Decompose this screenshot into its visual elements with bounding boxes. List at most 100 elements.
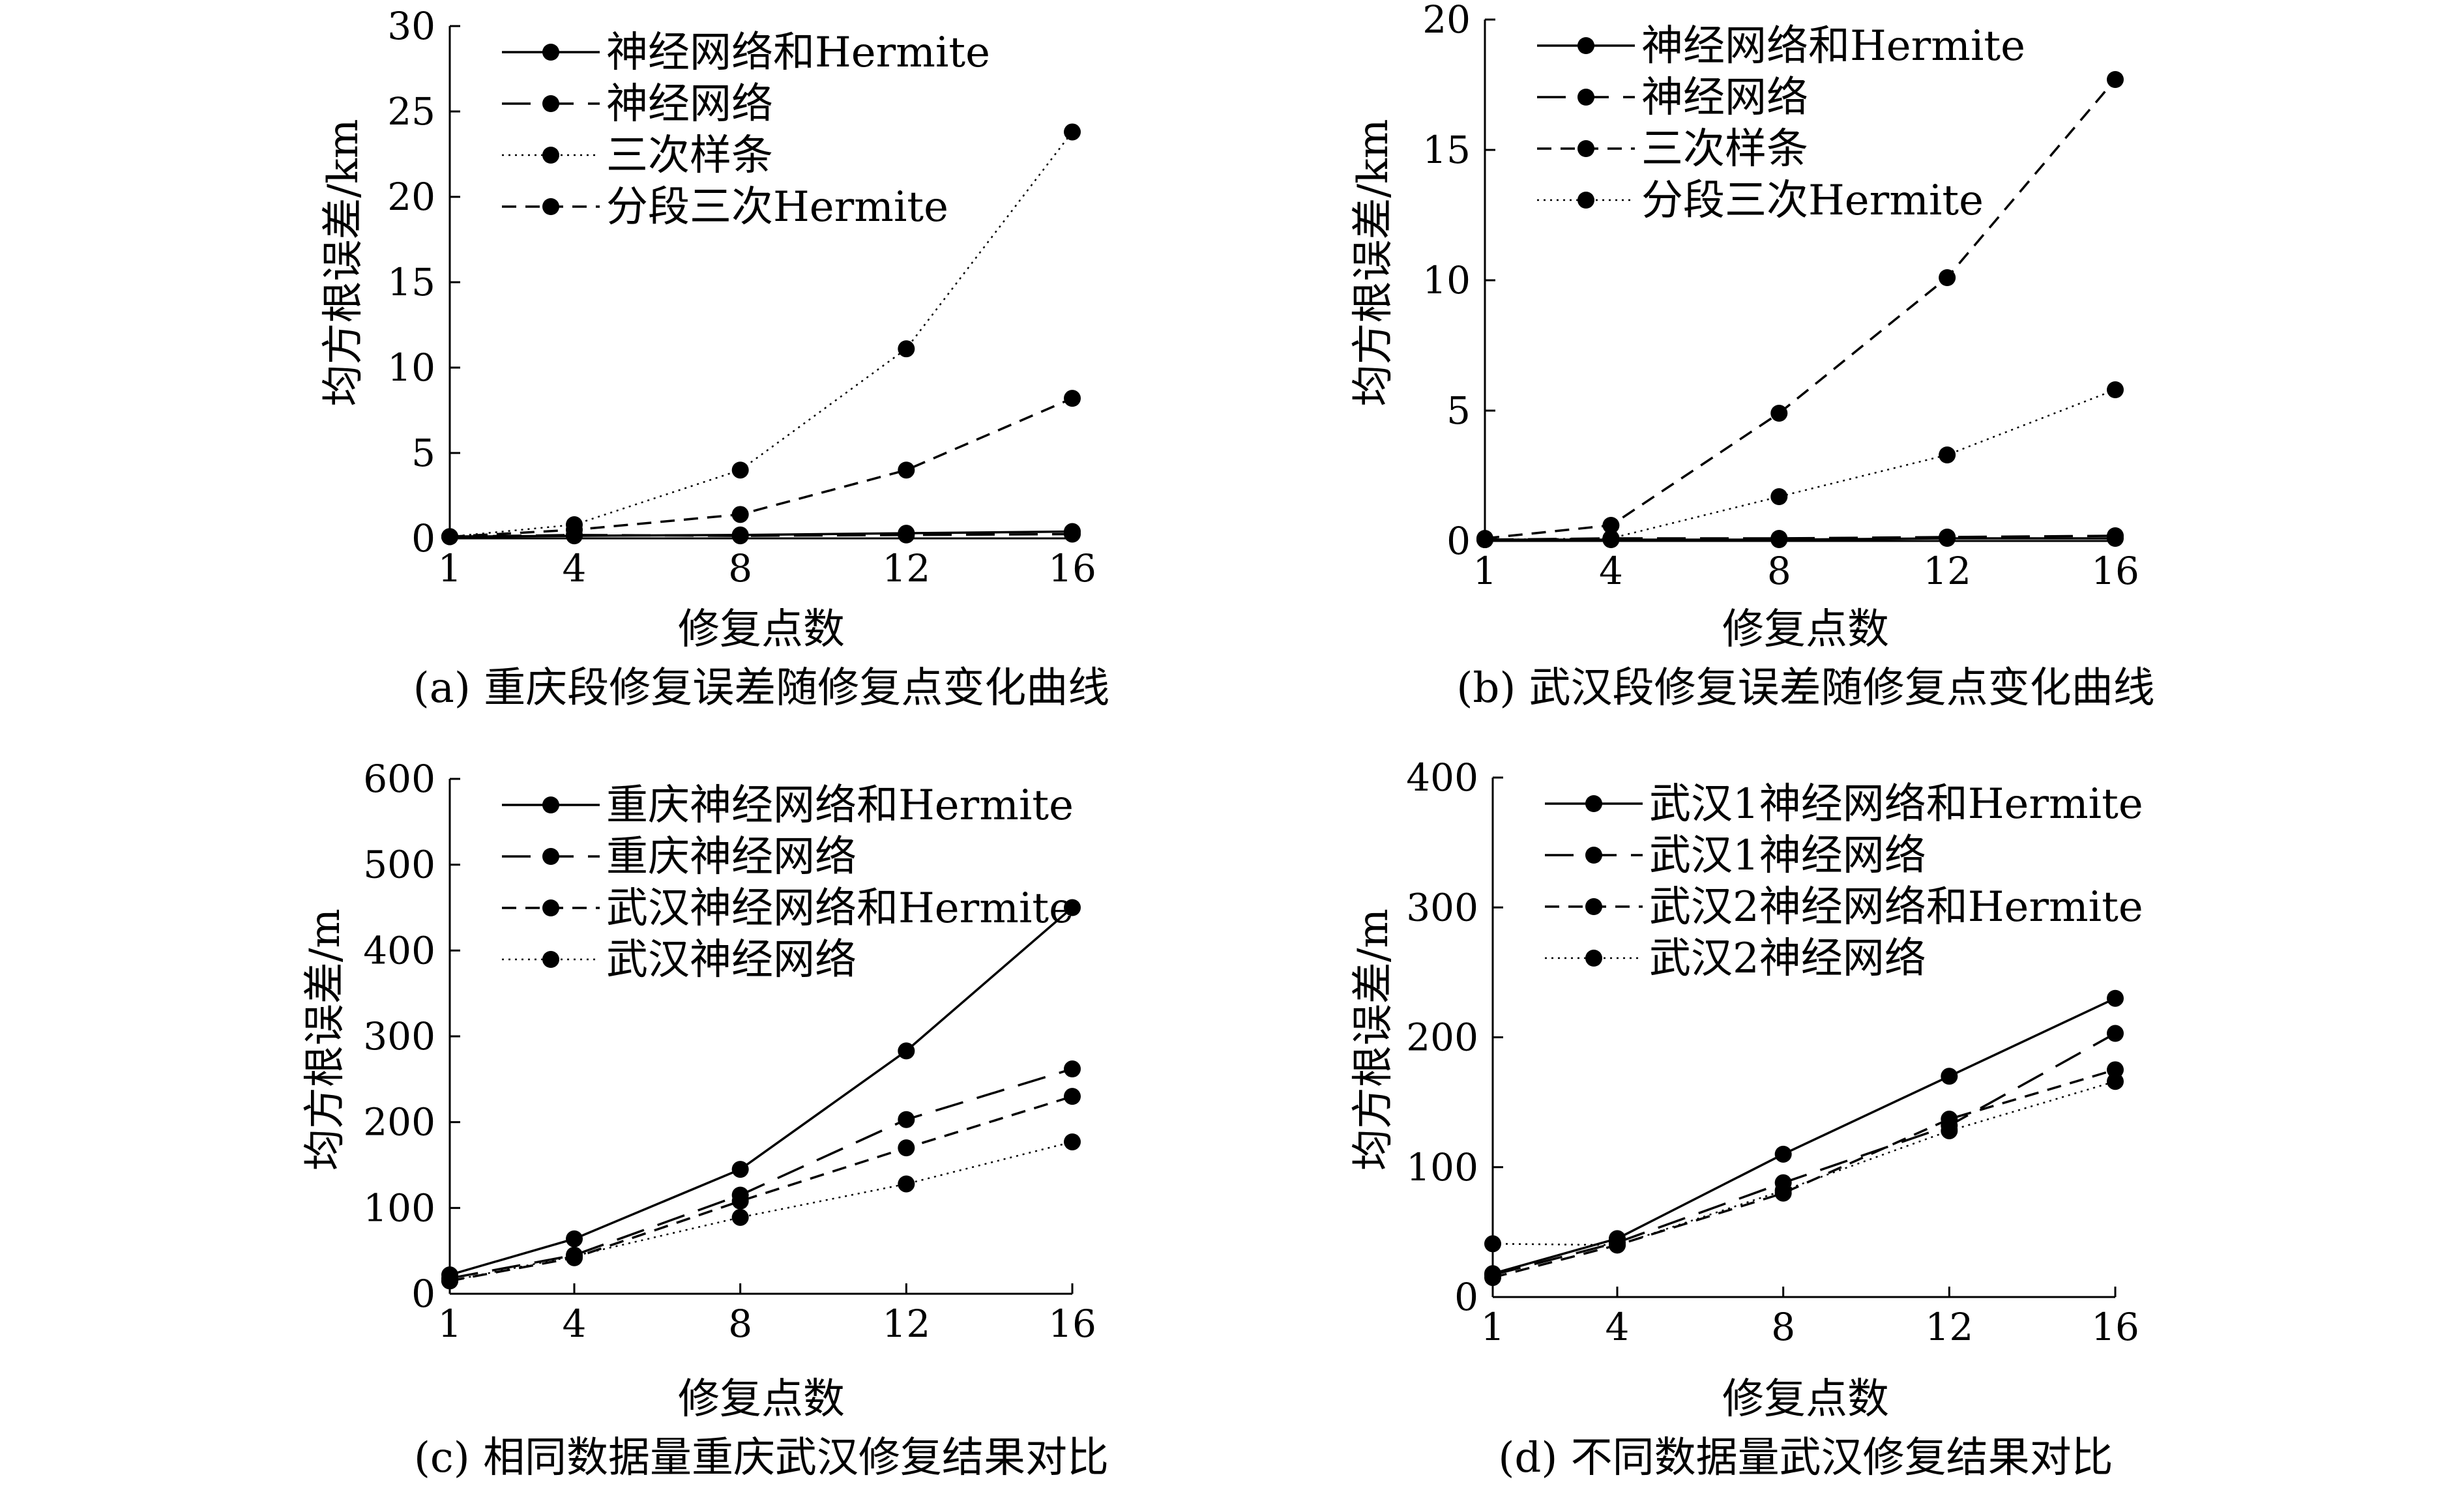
chart-a-series-2-point: [731, 461, 749, 479]
chart-d-ytick-label: 0: [1454, 1275, 1478, 1319]
chart-b-series-3-point: [1770, 488, 1788, 505]
chart-b-xtick-label: 4: [1599, 549, 1623, 593]
chart-a-series-1-point: [898, 526, 915, 544]
chart-b-legend-label-0: 神经网络和Hermite: [1641, 22, 2025, 70]
chart-d-xlabel: 修复点数: [1722, 1375, 1889, 1423]
chart-d-ytick-label: 300: [1406, 885, 1478, 929]
chart-d-xtick-label: 4: [1606, 1305, 1630, 1349]
chart-a-series-3-point: [731, 506, 749, 523]
chart-d-xtick-label: 8: [1771, 1305, 1795, 1349]
chart-b-xtick-label: 8: [1767, 549, 1791, 593]
chart-d-ylabel: 均方根误差/m: [1349, 909, 1398, 1171]
chart-d-series-3-point: [1609, 1236, 1626, 1254]
chart-a-series-3-point: [566, 521, 583, 538]
chart-d-legend-marker-3: [1585, 950, 1602, 967]
chart-d-legend-label-1: 武汉1神经网络: [1649, 832, 1926, 880]
chart-b-ytick-label: 5: [1446, 388, 1471, 433]
chart-a-legend-label-1: 神经网络: [606, 80, 773, 128]
chart-a-ytick-label: 5: [411, 431, 435, 475]
chart-a-legend-marker-0: [542, 44, 559, 61]
chart-b-xtick-label: 1: [1473, 549, 1497, 593]
chart-d-legend-marker-2: [1585, 898, 1602, 915]
chart-c-series-3-point: [731, 1208, 749, 1226]
chart-a-xtick-label: 1: [438, 546, 462, 591]
chart-c-ytick-label: 400: [363, 928, 435, 972]
chart-c-xtick-label: 1: [438, 1302, 462, 1346]
chart-d-legend-marker-0: [1585, 795, 1602, 812]
chart-d-legend-marker-1: [1585, 847, 1602, 864]
chart-a-ylabel: 均方根误差/km: [319, 119, 368, 406]
chart-b-ylabel: 均方根误差/km: [1349, 119, 1398, 406]
chart-c-series-0-point: [898, 1042, 915, 1060]
chart-a-ytick-label: 0: [411, 516, 435, 561]
chart-d-series-0-point: [1941, 1068, 1958, 1085]
chart-c-legend-marker-0: [542, 796, 559, 813]
chart-a: 0 5 10 15 20 25 30 1 4 8 12 16 神经网络和Hermite神经网络三次样条分…: [319, 4, 1109, 712]
chart-c-ytick-label: 500: [363, 843, 435, 887]
chart-d-ytick-label: 200: [1406, 1015, 1478, 1060]
chart-c: 0 100 200 300 400 500 600 1 4 8 12 16 重庆神经网络和Hermite…: [301, 757, 1109, 1482]
chart-a-legend-marker-3: [542, 198, 559, 215]
chart-a-legend-marker-2: [542, 147, 559, 164]
chart-c-legend-label-0: 重庆神经网络和Hermite: [606, 781, 1074, 830]
chart-b-xtick-label: 16: [2091, 549, 2139, 593]
chart-a-ytick-label: 15: [387, 260, 435, 304]
chart-a-xtick-label: 12: [882, 546, 930, 591]
chart-b-ytick-label: 15: [1422, 128, 1471, 172]
chart-d-series-0-point: [1774, 1145, 1792, 1163]
chart-d-series-0-point: [2107, 989, 2124, 1007]
chart-c-legend-label-3: 武汉神经网络: [606, 936, 857, 984]
chart-a-caption: (a) 重庆段修复误差随修复点变化曲线: [413, 664, 1109, 712]
chart-c-legend-label-2: 武汉神经网络和Hermite: [606, 884, 1074, 933]
chart-a-legend-label-2: 三次样条: [606, 132, 773, 180]
chart-c-xlabel: 修复点数: [678, 1375, 845, 1423]
chart-d-legend-label-2: 武汉2神经网络和Hermite: [1649, 883, 2143, 931]
chart-b-xtick-label: 12: [1923, 549, 1971, 593]
chart-b-legend-label-1: 神经网络: [1641, 74, 1808, 122]
chart-d-series-3-point: [1941, 1122, 1958, 1139]
chart-c-series-3-point: [1064, 1133, 1081, 1150]
chart-c-xtick-label: 4: [563, 1302, 587, 1346]
chart-d-series-3-point: [2107, 1073, 2124, 1090]
chart-d-legend-label-3: 武汉2神经网络: [1649, 935, 1926, 983]
chart-d-legend-label-0: 武汉1神经网络和Hermite: [1649, 780, 2143, 828]
chart-b-ytick-label: 0: [1446, 519, 1471, 563]
chart-a-series-3-point: [898, 461, 915, 479]
chart-b-legend-marker-2: [1577, 140, 1594, 157]
chart-a-series-2-point: [1064, 123, 1081, 141]
chart-a-legend-marker-1: [542, 95, 559, 112]
chart-d-series-2-line: [1492, 1068, 2116, 1279]
chart-b-series-3-point: [1476, 531, 1493, 548]
chart-a-xtick-label: 4: [563, 546, 587, 591]
chart-d-series-1-point: [2107, 1025, 2124, 1042]
chart-c-ytick-label: 100: [363, 1186, 435, 1230]
chart-b-series-2-point: [1602, 517, 1620, 534]
chart-c-ylabel: 均方根误差/m: [301, 909, 349, 1171]
chart-c-series-3-point: [566, 1247, 583, 1265]
chart-c-series-1-point: [898, 1111, 915, 1128]
chart-d-series-2-point: [1941, 1111, 1958, 1128]
chart-b-legend-label-3: 分段三次Hermite: [1641, 177, 1984, 225]
chart-a-ytick-label: 20: [387, 175, 435, 219]
chart-a-series-3-point: [1064, 390, 1081, 407]
chart-c-series-3-point: [898, 1175, 915, 1193]
chart-c-ytick-label: 600: [363, 757, 435, 801]
chart-a-xtick-label: 16: [1048, 546, 1096, 591]
chart-b-series-1-point: [1939, 529, 1956, 546]
chart-b-legend-marker-0: [1577, 37, 1594, 54]
chart-b-ytick-label: 20: [1422, 0, 1471, 42]
chart-a-ytick-label: 30: [387, 4, 435, 48]
chart-a-marks: 0 5 10 15 20 25 30 1 4 8 12 16 神经网络和Hermite神经网络三次样条分…: [387, 4, 1096, 591]
chart-b-legend-label-2: 三次样条: [1641, 125, 1808, 173]
chart-c-xtick-label: 12: [882, 1302, 930, 1346]
chart-d-series-2-point: [2107, 1061, 2124, 1079]
chart-d-series-2-point: [1484, 1269, 1501, 1287]
chart-c-ytick-label: 200: [363, 1100, 435, 1145]
chart-b-series-1-point: [2107, 527, 2124, 544]
chart-b-legend-marker-1: [1577, 89, 1594, 106]
chart-c-ytick-label: 300: [363, 1014, 435, 1058]
chart-c-series-2-point: [731, 1192, 749, 1210]
chart-a-series-1-point: [1064, 525, 1081, 543]
